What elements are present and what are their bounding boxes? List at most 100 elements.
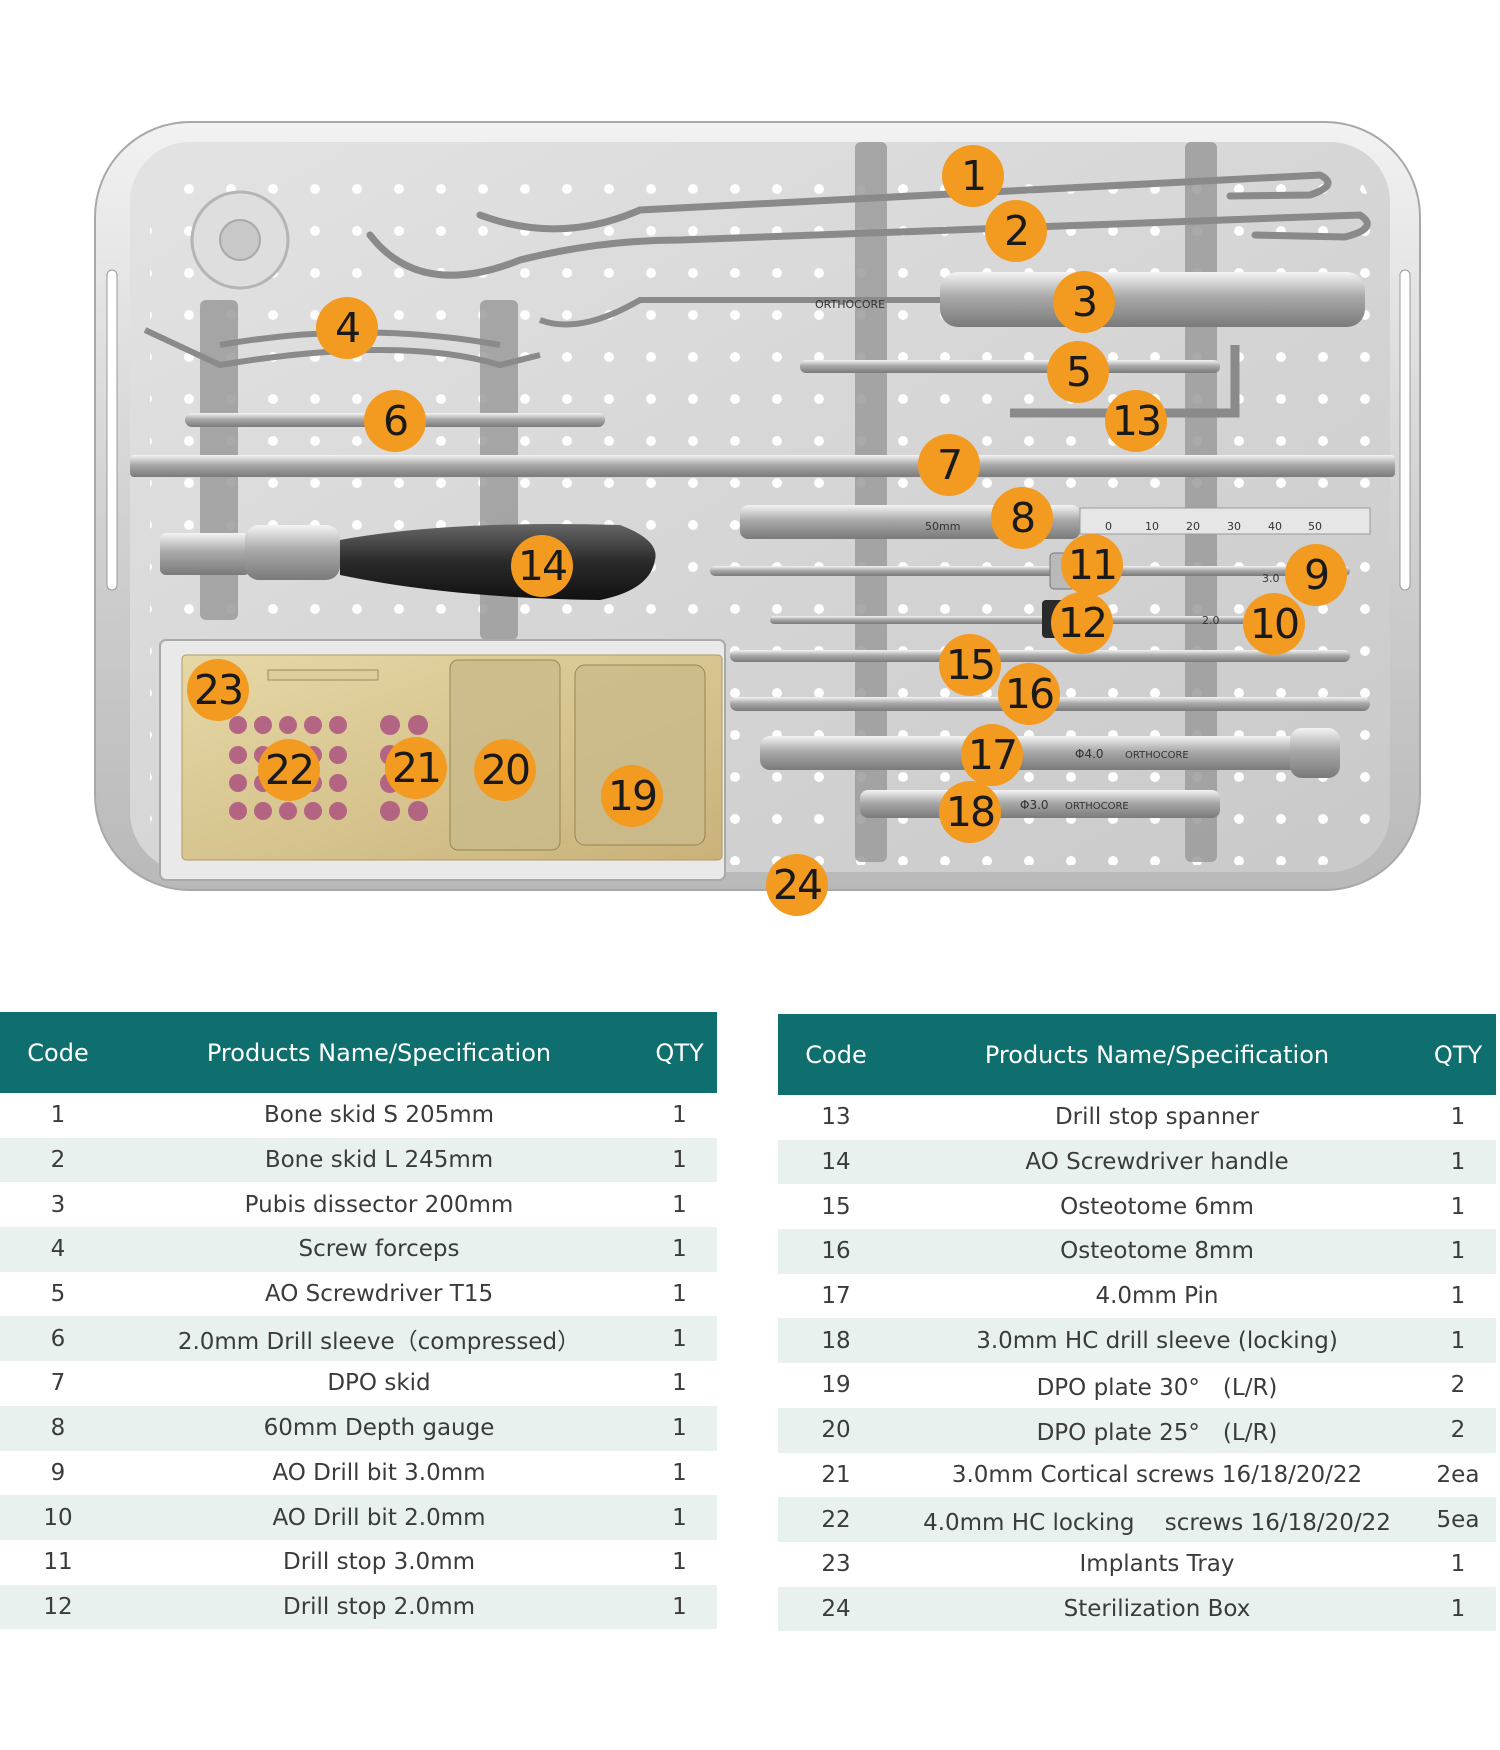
cell-qty: 1: [1450, 1193, 1466, 1220]
cell-qty: 1: [642, 1495, 717, 1540]
callout: 12: [1051, 592, 1113, 654]
screwdriver-handle-black: [340, 524, 656, 600]
callout: 1: [942, 145, 1004, 207]
cell-code: 14: [778, 1139, 894, 1185]
brand-mark: ORTHOCORE: [815, 298, 885, 311]
cell-qty: 1: [1420, 1586, 1496, 1632]
cell-name: Screw forceps: [116, 1227, 642, 1272]
callout: 17: [961, 724, 1023, 786]
callout: 23: [187, 659, 249, 721]
cell-qty: 1: [1450, 1551, 1466, 1578]
cell-qty: 2ea: [1436, 1461, 1480, 1488]
table-row: 4 Screw forceps 1: [0, 1227, 717, 1272]
callout: 13: [1105, 390, 1167, 452]
cell-code: 18: [778, 1318, 894, 1364]
cell-qty: 1: [672, 1549, 687, 1576]
drill-bit-label: 3.0: [1262, 572, 1280, 585]
svg-text:20: 20: [1186, 520, 1200, 533]
cell-code: 19: [821, 1372, 851, 1399]
table-row: 13 Drill stop spanner 1: [778, 1095, 1496, 1140]
cell-name: DPO skid: [327, 1370, 431, 1397]
pubis-dissector-handle: [940, 272, 1365, 327]
cell-qty: 1: [642, 1316, 717, 1362]
table-row: 18 3.0mm HC drill sleeve (locking) 1: [778, 1318, 1496, 1364]
table-row: 20 DPO plate 25° (L/R) 2: [778, 1407, 1496, 1453]
callout: 21: [385, 737, 447, 799]
cell-name: 60mm Depth gauge: [116, 1405, 642, 1451]
cell-qty: 1: [672, 1191, 687, 1218]
cell-code: 9: [50, 1459, 66, 1486]
cell-name: 4.0mm HC locking screws 16/18/20/22: [894, 1497, 1420, 1542]
svg-text:0: 0: [1105, 520, 1112, 533]
table-row: 11 Drill stop 3.0mm 1: [0, 1540, 717, 1585]
handle-collar: [160, 533, 250, 575]
table-row: 19 DPO plate 30° (L/R) 2: [778, 1363, 1496, 1408]
cell-name: DPO plate 30° (L/R): [1036, 1375, 1278, 1402]
table-row: 7 DPO skid 1: [0, 1361, 717, 1406]
cell-code: 13: [821, 1104, 851, 1131]
table-header-row: Code Products Name/Specification QTY: [778, 1014, 1496, 1095]
cell-qty: 2: [1450, 1372, 1466, 1399]
header-code: Code: [778, 1014, 894, 1095]
cell-code: 21: [821, 1461, 851, 1488]
pin-4-0-head: [1290, 728, 1340, 778]
table-row: 10 AO Drill bit 2.0mm 1: [0, 1495, 717, 1540]
cell-name: AO Drill bit 2.0mm: [116, 1495, 642, 1540]
header-name: Products Name/Specification: [894, 1014, 1420, 1095]
cell-code: 15: [821, 1193, 851, 1220]
parts-table-right: Code Products Name/Specification QTY 13 D…: [778, 1014, 1496, 1632]
cell-name: Drill stop 2.0mm: [116, 1584, 642, 1630]
table-row: 9 AO Drill bit 3.0mm 1: [0, 1451, 717, 1496]
cell-qty: 1: [1420, 1318, 1496, 1364]
osteotome-6mm: [730, 650, 1350, 662]
pin-label: Φ4.0: [1075, 747, 1104, 761]
cell-name: 3.0mm Cortical screws 16/18/20/22: [951, 1461, 1363, 1488]
cell-name: 4.0mm Pin: [1095, 1283, 1219, 1310]
cell-qty: 1: [672, 1459, 687, 1486]
header-name: Products Name/Specification: [116, 1012, 642, 1093]
dpo-skid: [130, 455, 1395, 477]
cell-code: 23: [821, 1551, 851, 1578]
drill-bit-2-0: [770, 616, 1300, 624]
cell-name: 3.0mm HC drill sleeve (locking): [894, 1318, 1420, 1364]
cell-qty: 5ea: [1420, 1497, 1496, 1542]
brand-mark: ORTHOCORE: [1125, 750, 1189, 761]
table-row: 8 60mm Depth gauge 1: [0, 1405, 717, 1451]
callout: 7: [918, 434, 980, 496]
header-qty: QTY: [1420, 1014, 1496, 1095]
table-row: 5 AO Screwdriver T15 1: [0, 1272, 717, 1317]
callout: 8: [991, 487, 1053, 549]
cell-name: Bone skid L 245mm: [116, 1137, 642, 1183]
svg-text:30: 30: [1227, 520, 1241, 533]
table-row: 23 Implants Tray 1: [778, 1542, 1496, 1587]
callout: 22: [258, 739, 320, 801]
cell-name: Drill stop 3.0mm: [282, 1549, 476, 1576]
callout: 16: [998, 663, 1060, 725]
cell-qty: 1: [672, 1370, 687, 1397]
callout: 24: [766, 854, 828, 916]
cell-name: 2.0mm Drill sleeve（compressed）: [116, 1316, 642, 1362]
callout: 2: [985, 200, 1047, 262]
depth-scale-labels: 50mm 0 10 20 30 40 50: [925, 520, 1322, 533]
callout: 4: [316, 297, 378, 359]
sleeve-label: Φ3.0: [1020, 798, 1049, 812]
cell-qty: 1: [672, 1281, 687, 1308]
callout: 5: [1047, 341, 1109, 403]
drill-bit-label: 2.0: [1202, 614, 1220, 627]
callout: 6: [364, 390, 426, 452]
header-qty: QTY: [642, 1012, 717, 1093]
parts-table-left: Code Products Name/Specification QTY 1 Bo…: [0, 1012, 717, 1630]
table-row: 21 3.0mm Cortical screws 16/18/20/22 2ea: [778, 1453, 1496, 1498]
depth-gauge-scale: [1079, 507, 1371, 535]
cell-code: 1: [50, 1102, 66, 1129]
cell-code: 24: [778, 1586, 894, 1632]
header-code: Code: [0, 1012, 116, 1093]
table-row: 1 Bone skid S 205mm 1: [0, 1093, 717, 1138]
cell-code: 20: [778, 1407, 894, 1453]
table-row: 2 Bone skid L 245mm 1: [0, 1137, 717, 1183]
table-row: 14 AO Screwdriver handle 1: [778, 1139, 1496, 1185]
callout: 14: [511, 535, 573, 597]
cell-code: 3: [50, 1191, 66, 1218]
box-handle-right: [1399, 269, 1411, 591]
table-row: 16 Osteotome 8mm 1: [778, 1229, 1496, 1274]
